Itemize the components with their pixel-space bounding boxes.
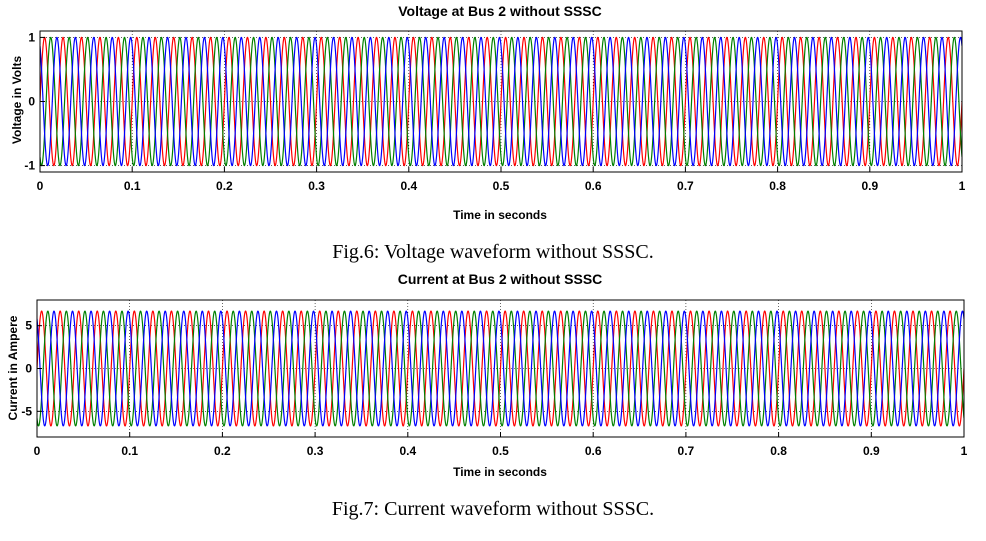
voltage-chart: Voltage at Bus 2 without SSSC Time in se… <box>10 3 966 222</box>
series-line-3 <box>37 310 964 427</box>
x-tick-label: 0.7 <box>677 179 694 193</box>
y-tick-label: -5 <box>21 404 32 418</box>
x-tick-label: 0 <box>34 444 41 458</box>
x-tick-label: 1 <box>959 179 966 193</box>
x-tick-label: 0.4 <box>400 179 417 193</box>
x-tick-label: 0.4 <box>399 444 416 458</box>
x-tick-label: 0.7 <box>678 444 695 458</box>
x-tick-label: 0.3 <box>307 444 324 458</box>
x-axis-label: Time in seconds <box>453 465 547 479</box>
x-tick-label: 0.9 <box>863 444 880 458</box>
series-line-2 <box>40 36 962 167</box>
x-tick-label: 0.2 <box>216 179 233 193</box>
x-tick-label: 0.1 <box>124 179 141 193</box>
x-tick-label: 0.1 <box>121 444 138 458</box>
y-tick-label: 0 <box>28 95 35 109</box>
x-tick-label: 0.3 <box>308 179 325 193</box>
x-tick-label: 0.2 <box>214 444 231 458</box>
x-tick-label: 0.6 <box>585 444 602 458</box>
x-tick-label: 1 <box>961 444 968 458</box>
x-tick-label: 0.8 <box>770 444 787 458</box>
series-line-3 <box>40 36 962 167</box>
y-axis-label: Current in Ampere <box>6 315 20 420</box>
current-chart: Current at Bus 2 without SSSC Time in se… <box>6 271 968 479</box>
x-tick-label: 0.9 <box>861 179 878 193</box>
chart-title: Current at Bus 2 without SSSC <box>398 271 603 287</box>
y-axis-label: Voltage in Volts <box>10 56 24 145</box>
series-line-1 <box>40 36 962 167</box>
figure-caption: Fig.7: Current waveform without SSSC. <box>331 498 655 520</box>
x-axis-label: Time in seconds <box>453 208 547 222</box>
y-tick-label: 5 <box>25 319 32 333</box>
x-tick-label: 0.8 <box>769 179 786 193</box>
y-tick-label: 0 <box>25 362 32 376</box>
figure-caption: Fig.6: Voltage waveform without SSSC. <box>332 241 654 263</box>
y-tick-label: 1 <box>28 30 35 44</box>
x-tick-label: 0.5 <box>493 179 510 193</box>
x-tick-label: 0 <box>37 179 44 193</box>
series-line-2 <box>37 310 964 427</box>
x-tick-label: 0.5 <box>492 444 509 458</box>
chart-title: Voltage at Bus 2 without SSSC <box>398 3 602 19</box>
series-line-1 <box>37 310 964 427</box>
x-tick-label: 0.6 <box>585 179 602 193</box>
y-tick-label: -1 <box>24 159 35 173</box>
